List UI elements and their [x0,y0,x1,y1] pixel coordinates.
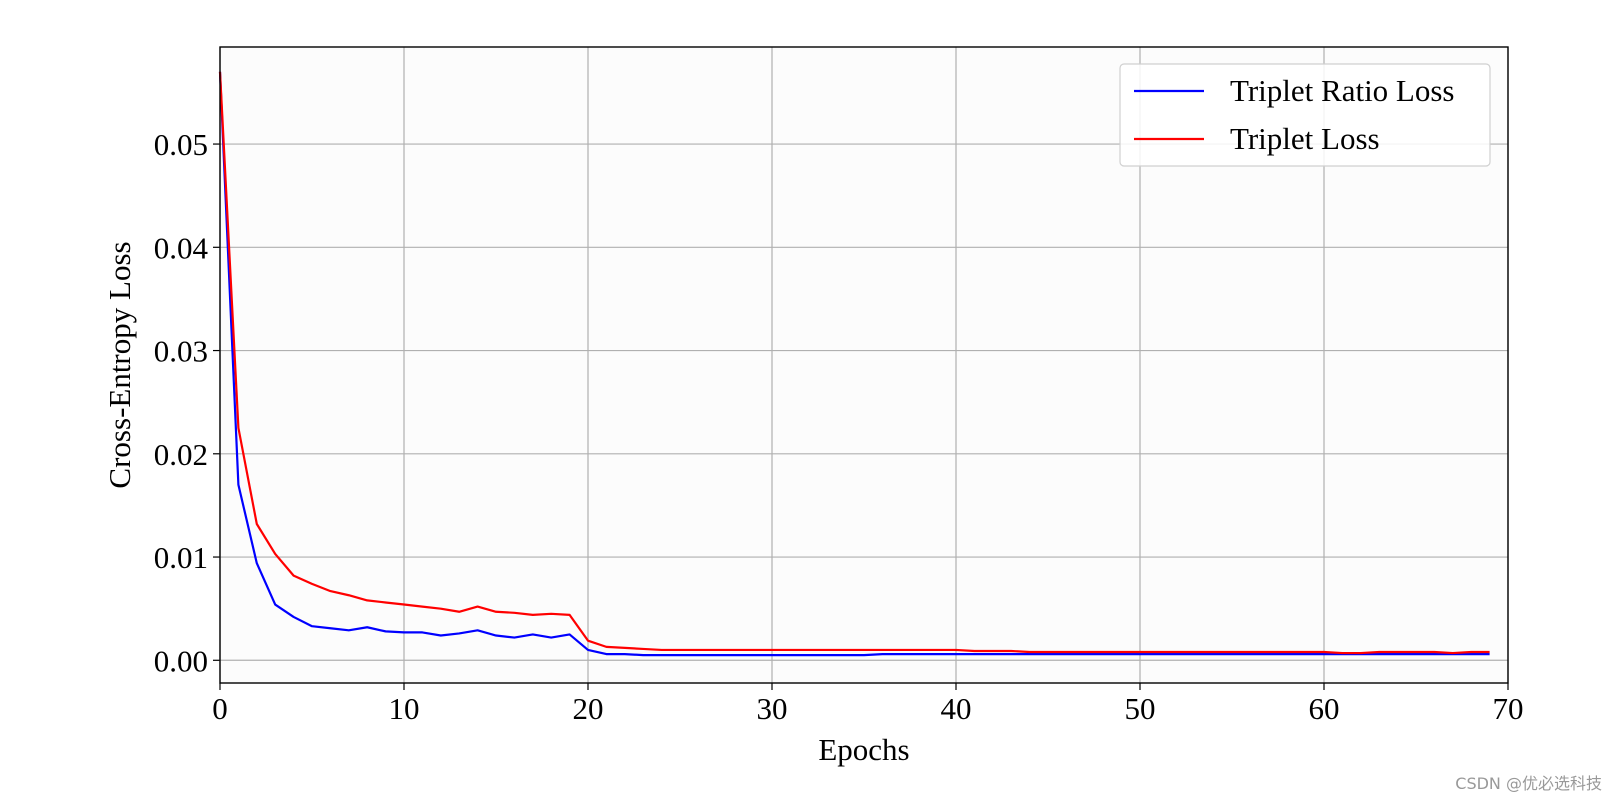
x-tick-label: 0 [212,691,228,726]
x-tick-label: 60 [1309,691,1340,726]
x-tick-label: 20 [573,691,604,726]
legend-box [1119,63,1491,167]
series-line [218,71,1490,657]
x-tick-label: 40 [941,691,972,726]
x-tick-label: 30 [757,691,788,726]
x-tick-label: 50 [1125,691,1156,726]
legend-label: Triplet Loss [1230,121,1380,156]
series-line [218,71,1490,655]
y-tick-label: 0.03 [154,334,208,369]
x-tick-label: 70 [1493,691,1524,726]
legend-label: Triplet Ratio Loss [1230,73,1455,108]
x-tick-label: 10 [389,691,420,726]
x-axis-label: Epochs [818,732,909,767]
watermark: CSDN @优必选科技 [1455,774,1602,793]
y-tick-label: 0.05 [154,127,208,162]
y-tick-label: 0.00 [154,643,208,678]
y-tick-label: 0.02 [154,437,208,472]
y-axis-label: Cross-Entropy Loss [102,241,137,488]
plot-frame [219,46,1509,684]
y-tick-label: 0.01 [154,540,208,575]
y-tick-label: 0.04 [154,230,209,265]
